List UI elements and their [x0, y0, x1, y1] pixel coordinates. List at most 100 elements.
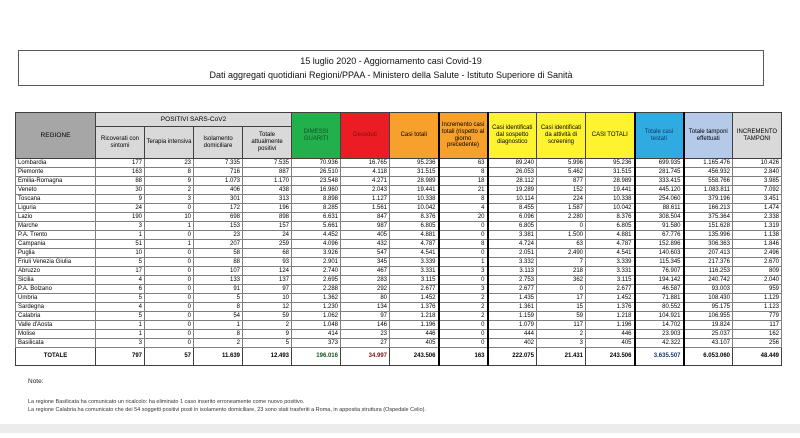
- data-cell: 19.824: [683, 320, 733, 330]
- data-cell: 12: [242, 302, 292, 312]
- data-cell: 207: [193, 239, 243, 249]
- data-cell: 10.338: [389, 194, 439, 204]
- data-cell: 7: [536, 257, 586, 267]
- data-cell: 25.037: [683, 329, 733, 339]
- data-cell: 6.805: [389, 221, 439, 231]
- data-cell: 432: [340, 239, 390, 249]
- data-cell: 0: [144, 293, 194, 303]
- data-cell: 31.515: [389, 167, 439, 177]
- region-name: Sardegna: [15, 302, 96, 312]
- data-cell: 10: [144, 212, 194, 222]
- region-name: Sicilia: [15, 275, 96, 285]
- data-cell: 6.805: [585, 221, 635, 231]
- region-name: Piemonte: [15, 167, 96, 177]
- data-cell: 0: [437, 338, 489, 348]
- data-cell: 281.745: [633, 167, 685, 177]
- data-cell: 88: [193, 257, 243, 267]
- data-cell: 152.896: [633, 239, 685, 249]
- data-cell: 1.218: [585, 311, 635, 321]
- data-cell: 30: [95, 185, 145, 195]
- column-header: INCREMENTO TAMPONI: [732, 112, 782, 159]
- data-cell: 8.376: [389, 212, 439, 222]
- column-header: CASI TOTALI: [585, 112, 635, 159]
- data-cell: 19.441: [389, 185, 439, 195]
- data-cell: 0: [144, 329, 194, 339]
- data-cell: 6: [95, 284, 145, 294]
- data-cell: 207.413: [683, 248, 733, 258]
- data-cell: 95.175: [683, 302, 733, 312]
- data-cell: 10.114: [487, 194, 537, 204]
- data-cell: 1.138: [732, 230, 782, 240]
- data-cell: 224: [536, 194, 586, 204]
- data-cell: 5: [95, 311, 145, 321]
- table-row: Abruzzo 17 0 107 124 2.740 467 3.331 3 3.113 218 3.…: [15, 266, 782, 276]
- data-cell: 0: [144, 302, 194, 312]
- table-row: Friuli Venezia Giulia 5 0 88 93 2.901 345 3.339…: [15, 257, 782, 267]
- column-header: Terapia intensiva: [144, 126, 194, 159]
- data-cell: 0: [144, 320, 194, 330]
- region-name: Toscana: [15, 194, 96, 204]
- data-cell: 1.435: [487, 293, 537, 303]
- data-cell: 414: [291, 329, 341, 339]
- data-cell: 547: [340, 248, 390, 258]
- data-cell: 406: [193, 185, 243, 195]
- data-cell: 93: [242, 257, 292, 267]
- data-cell: 106.955: [683, 311, 733, 321]
- data-cell: 1.376: [585, 302, 635, 312]
- data-cell: 8: [193, 302, 243, 312]
- data-cell: 3.339: [389, 257, 439, 267]
- table-row: Umbria 5 0 5 10 1.362 80 1.452 2 1.435 17 1.452 71.8…: [15, 293, 782, 303]
- data-cell: 1: [144, 221, 194, 231]
- data-cell: 17: [536, 293, 586, 303]
- data-cell: 124: [242, 266, 292, 276]
- data-cell: 31.515: [585, 167, 635, 177]
- data-cell: 292: [340, 284, 390, 294]
- data-cell: 3.113: [487, 266, 537, 276]
- table-row: Basilicata 3 0 2 5 373 27 405 0 402 3 405 42.322 43.1…: [15, 338, 782, 348]
- data-cell: 256: [732, 338, 782, 348]
- data-cell: 2.051: [487, 248, 537, 258]
- data-cell: 0: [144, 257, 194, 267]
- totals-cell: 196.016: [291, 347, 341, 366]
- data-cell: 1.319: [732, 221, 782, 231]
- data-cell: 405: [389, 338, 439, 348]
- data-cell: 10: [95, 248, 145, 258]
- data-cell: 4: [95, 302, 145, 312]
- data-cell: 14.702: [633, 320, 685, 330]
- data-cell: 3.339: [585, 257, 635, 267]
- data-cell: 91: [193, 284, 243, 294]
- totals-cell: 11.639: [193, 347, 243, 366]
- data-cell: 4.118: [340, 167, 390, 177]
- data-cell: 2: [437, 311, 489, 321]
- data-cell: 6.805: [487, 221, 537, 231]
- data-cell: 7.335: [193, 158, 243, 168]
- data-cell: 93.003: [683, 284, 733, 294]
- data-cell: 5: [95, 257, 145, 267]
- totals-cell: 6.053.060: [683, 347, 733, 366]
- data-cell: 2.901: [291, 257, 341, 267]
- data-cell: 10.042: [585, 203, 635, 213]
- data-cell: 2.740: [291, 266, 341, 276]
- data-cell: 1.159: [487, 311, 537, 321]
- data-cell: 28.989: [389, 176, 439, 186]
- data-cell: 9: [242, 329, 292, 339]
- data-cell: 18: [437, 176, 489, 186]
- data-cell: 63: [536, 239, 586, 249]
- data-cell: 5.661: [291, 221, 341, 231]
- data-cell: 134: [340, 302, 390, 312]
- totals-cell: 243.506: [585, 347, 635, 366]
- totals-cell: 3.635.507: [633, 347, 685, 366]
- data-cell: 43.107: [683, 338, 733, 348]
- column-header: Casi identificati dal sospetto diagnosti…: [487, 112, 537, 159]
- region-name: Calabria: [15, 311, 96, 321]
- totals-label: TOTALE: [15, 347, 96, 366]
- data-cell: 2.040: [732, 275, 782, 285]
- data-cell: 9: [144, 176, 194, 186]
- data-cell: 24: [95, 203, 145, 213]
- data-cell: 135.996: [683, 230, 733, 240]
- data-cell: 1: [95, 329, 145, 339]
- data-cell: 2: [144, 185, 194, 195]
- column-header: Totale attualmente positivi: [242, 126, 292, 159]
- data-cell: 196: [242, 203, 292, 213]
- data-cell: 0: [536, 284, 586, 294]
